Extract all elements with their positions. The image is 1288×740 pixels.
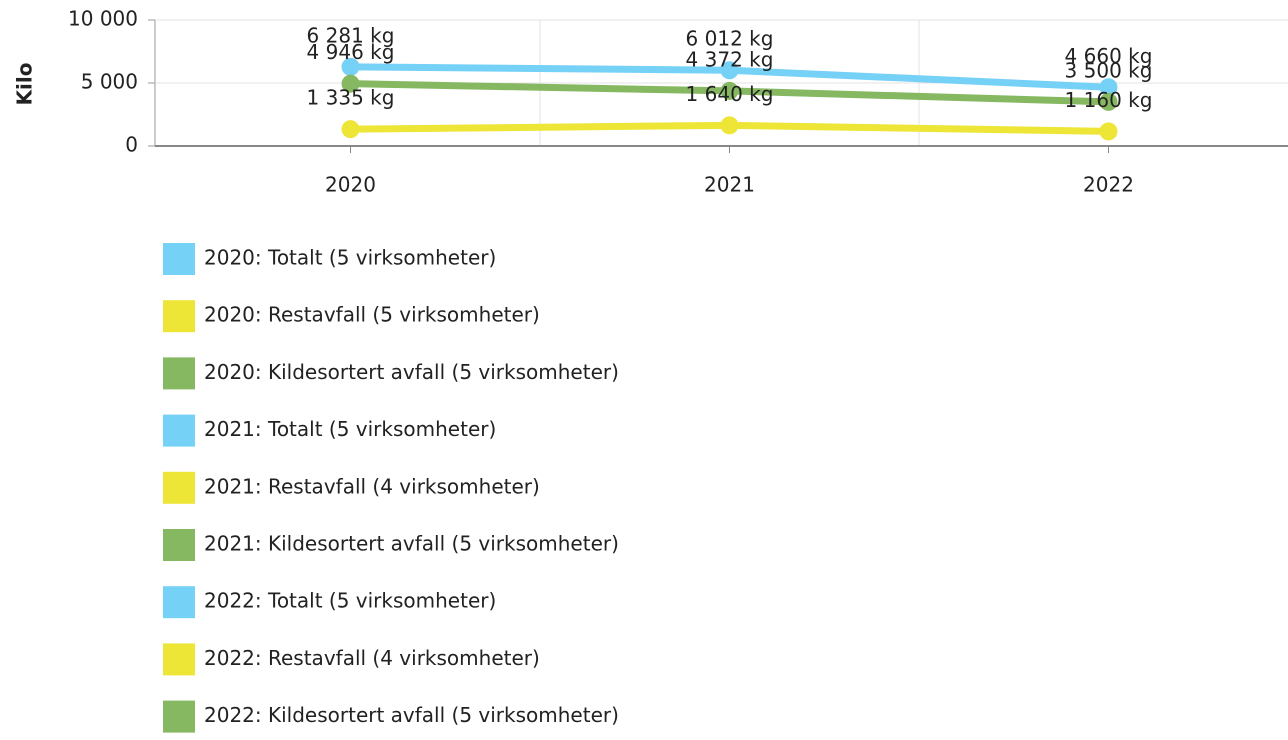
data-point (341, 74, 360, 93)
legend-label: 2021: Totalt (5 virksomheter) (204, 417, 496, 441)
data-point (1099, 78, 1118, 97)
data-point (341, 120, 360, 139)
legend-label: 2020: Restavfall (5 virksomheter) (204, 303, 540, 327)
data-label: 1 640 kg (686, 82, 774, 106)
legend-label: 2020: Kildesortert avfall (5 virksomhete… (204, 360, 619, 384)
legend-swatch (163, 471, 195, 504)
y-tick-label: 5 000 (81, 70, 138, 94)
legend-swatch (163, 643, 195, 676)
data-point (720, 61, 739, 80)
data-label: 6 281 kg (307, 23, 395, 47)
data-label: 1 160 kg (1065, 88, 1153, 112)
data-label: 3 500 kg (1065, 58, 1153, 82)
data-point (720, 116, 739, 135)
legend-swatch (163, 586, 195, 619)
data-point (1099, 122, 1118, 141)
legend-label: 2021: Restavfall (4 virksomheter) (204, 474, 540, 498)
legend-swatch (163, 243, 195, 275)
legend-swatch (163, 414, 195, 447)
legend-label: 2020: Totalt (5 virksomheter) (204, 246, 496, 270)
data-point (720, 81, 739, 100)
legend-swatch (163, 529, 195, 561)
legend-label: 2022: Totalt (5 virksomheter) (204, 589, 496, 613)
data-point (1099, 92, 1118, 111)
y-tick-label: 0 (125, 133, 138, 157)
legend-label: 2022: Restavfall (4 virksomheter) (204, 646, 540, 670)
legend-swatch (163, 357, 195, 390)
y-axis-label: Kilo (13, 63, 37, 106)
x-tick-label: 2021 (704, 173, 755, 197)
x-tick-label: 2020 (325, 173, 376, 197)
legend-swatch (163, 300, 195, 333)
x-tick-label: 2022 (1083, 173, 1134, 197)
legend-swatch (163, 700, 195, 733)
data-label: 4 372 kg (686, 47, 774, 71)
data-label: 4 660 kg (1065, 44, 1153, 68)
data-point (341, 57, 360, 76)
y-tick-label: 10 000 (68, 7, 138, 31)
legend-label: 2021: Kildesortert avfall (5 virksomhete… (204, 532, 619, 556)
data-label: 4 946 kg (307, 40, 395, 64)
data-label: 1 335 kg (307, 86, 395, 110)
legend-label: 2022: Kildesortert avfall (5 virksomhete… (204, 703, 619, 727)
data-label: 6 012 kg (686, 27, 774, 51)
